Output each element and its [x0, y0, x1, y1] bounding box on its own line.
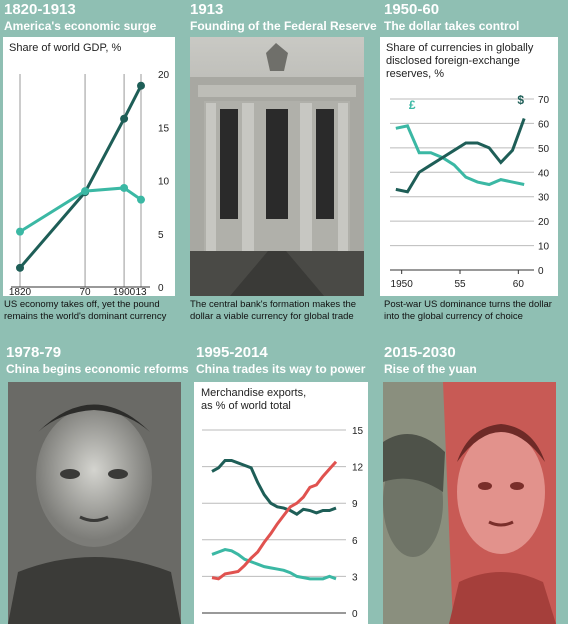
- y-tick-label: 0: [538, 266, 544, 277]
- y-tick-label: 40: [538, 168, 550, 179]
- y-tick-label: 15: [158, 123, 170, 134]
- panel1-year: 1820-1913: [4, 1, 76, 18]
- data-point: [16, 263, 24, 272]
- chart1-box: Share of world GDP, % 1820 70 1900 13 0 5 10 15…: [3, 37, 175, 296]
- chart2-title-line3: reserves, %: [386, 68, 445, 80]
- y-tick-label: 3: [352, 572, 358, 583]
- eagle-sculpture: [266, 43, 288, 71]
- chart2-box: Share of currencies in globally disclose…: [380, 37, 558, 296]
- x-tick-label: 55: [454, 279, 466, 290]
- y-tick-label: 10: [158, 177, 170, 188]
- legend-dollar: $: [517, 93, 524, 107]
- panel4-title: China begins economic reforms: [6, 362, 189, 376]
- panel1-caption: US economy takes off, yet the pound rema…: [4, 299, 166, 323]
- panel3-year: 1950-60: [384, 1, 440, 18]
- y-tick-label: 5: [158, 230, 164, 241]
- x-tick-label: 60: [513, 279, 525, 290]
- x-tick-label: 1900: [113, 287, 136, 296]
- banknote-collage-image: [383, 382, 556, 624]
- legend-pound: £: [409, 98, 416, 112]
- series-line-2: [211, 460, 338, 581]
- federal-reserve-photo: [190, 37, 364, 296]
- series-line-1: [395, 118, 526, 194]
- y-tick-label: 60: [538, 119, 550, 130]
- x-tick-label: 1820: [9, 287, 32, 296]
- data-point: [137, 195, 145, 204]
- series-line-1: [19, 186, 142, 233]
- y-tick-label: 0: [158, 283, 164, 294]
- y-tick-label: 20: [158, 70, 170, 81]
- chart2-title: Share of currencies in globally disclose…: [386, 42, 533, 81]
- chart2-svg: 0 10 20 30 40 50 60 70 1950 55 60 £ $: [390, 93, 550, 290]
- deng-xiaoping-photo: [8, 382, 181, 624]
- chart1-svg: 1820 70 1900 13 0 5 10 15 20: [9, 70, 170, 296]
- x-tick-label: 13: [135, 287, 147, 296]
- chart3-svg: 0 3 6 9 12 15: [202, 426, 364, 620]
- y-tick-label: 12: [352, 463, 364, 474]
- panel3-caption-line1: Post-war US dominance turns the dollar: [384, 299, 552, 310]
- panel2-caption: The central bank's formation makes the d…: [190, 299, 356, 323]
- y-tick-label: 15: [352, 426, 364, 437]
- panel3-title: The dollar takes control: [384, 19, 520, 33]
- y-tick-label: 9: [352, 499, 358, 510]
- panel2-caption-line2: dollar a viable currency for global trad…: [190, 311, 354, 322]
- chart2-title-line1: Share of currencies in globally: [386, 42, 534, 54]
- panel1-caption-line1: US economy takes off, yet the pound: [4, 299, 160, 310]
- panel6-title: Rise of the yuan: [384, 362, 477, 376]
- panel3-caption: Post-war US dominance turns the dollar i…: [384, 299, 552, 323]
- chart3-title: Merchandise exports, as % of world total: [201, 387, 306, 413]
- panel2-title: Founding of the Federal Reserve: [190, 19, 377, 33]
- y-tick-label: 6: [352, 536, 358, 547]
- data-point: [16, 227, 24, 236]
- data-point: [137, 81, 145, 90]
- federal-reserve-building-image: [190, 37, 364, 296]
- y-tick-label: 70: [538, 95, 550, 106]
- chart3-box: Merchandise exports, as % of world total…: [194, 382, 368, 624]
- panel2-year: 1913: [190, 1, 224, 18]
- x-tick-label: 1950: [391, 279, 414, 290]
- data-point: [120, 114, 129, 123]
- series-line-1: [211, 548, 337, 581]
- y-tick-label: 30: [538, 193, 550, 204]
- chart3-title-line2: as % of world total: [201, 400, 291, 412]
- chart1-title: Share of world GDP, %: [9, 42, 122, 54]
- y-tick-label: 50: [538, 144, 550, 155]
- series-line-0: [395, 124, 525, 187]
- yuan-portrait: [457, 430, 545, 554]
- panel1-caption-line2: remains the world's dominant currency: [4, 311, 167, 322]
- chart2-title-line2: disclosed foreign-exchange: [386, 55, 520, 67]
- y-tick-label: 20: [538, 217, 550, 228]
- panel1-title: America's economic surge: [4, 19, 157, 33]
- panel4-year: 1978-79: [6, 344, 62, 361]
- panel5-title: China trades its way to power: [196, 362, 366, 376]
- data-point: [81, 187, 90, 196]
- portrait-image: [8, 382, 181, 624]
- y-tick-label: 10: [538, 242, 550, 253]
- data-point: [120, 183, 129, 192]
- panel5-year: 1995-2014: [196, 344, 268, 361]
- panel3-caption-line2: into the global currency of choice: [384, 311, 523, 322]
- series-line-0: [18, 85, 143, 269]
- chart3-title-line1: Merchandise exports,: [201, 387, 307, 399]
- series-line-0: [211, 459, 337, 516]
- banknotes-photo: [383, 382, 556, 624]
- x-tick-label: 70: [79, 287, 91, 296]
- panel2-caption-line1: The central bank's formation makes the: [190, 299, 357, 310]
- y-tick-label: 0: [352, 609, 358, 620]
- panel6-year: 2015-2030: [384, 344, 456, 361]
